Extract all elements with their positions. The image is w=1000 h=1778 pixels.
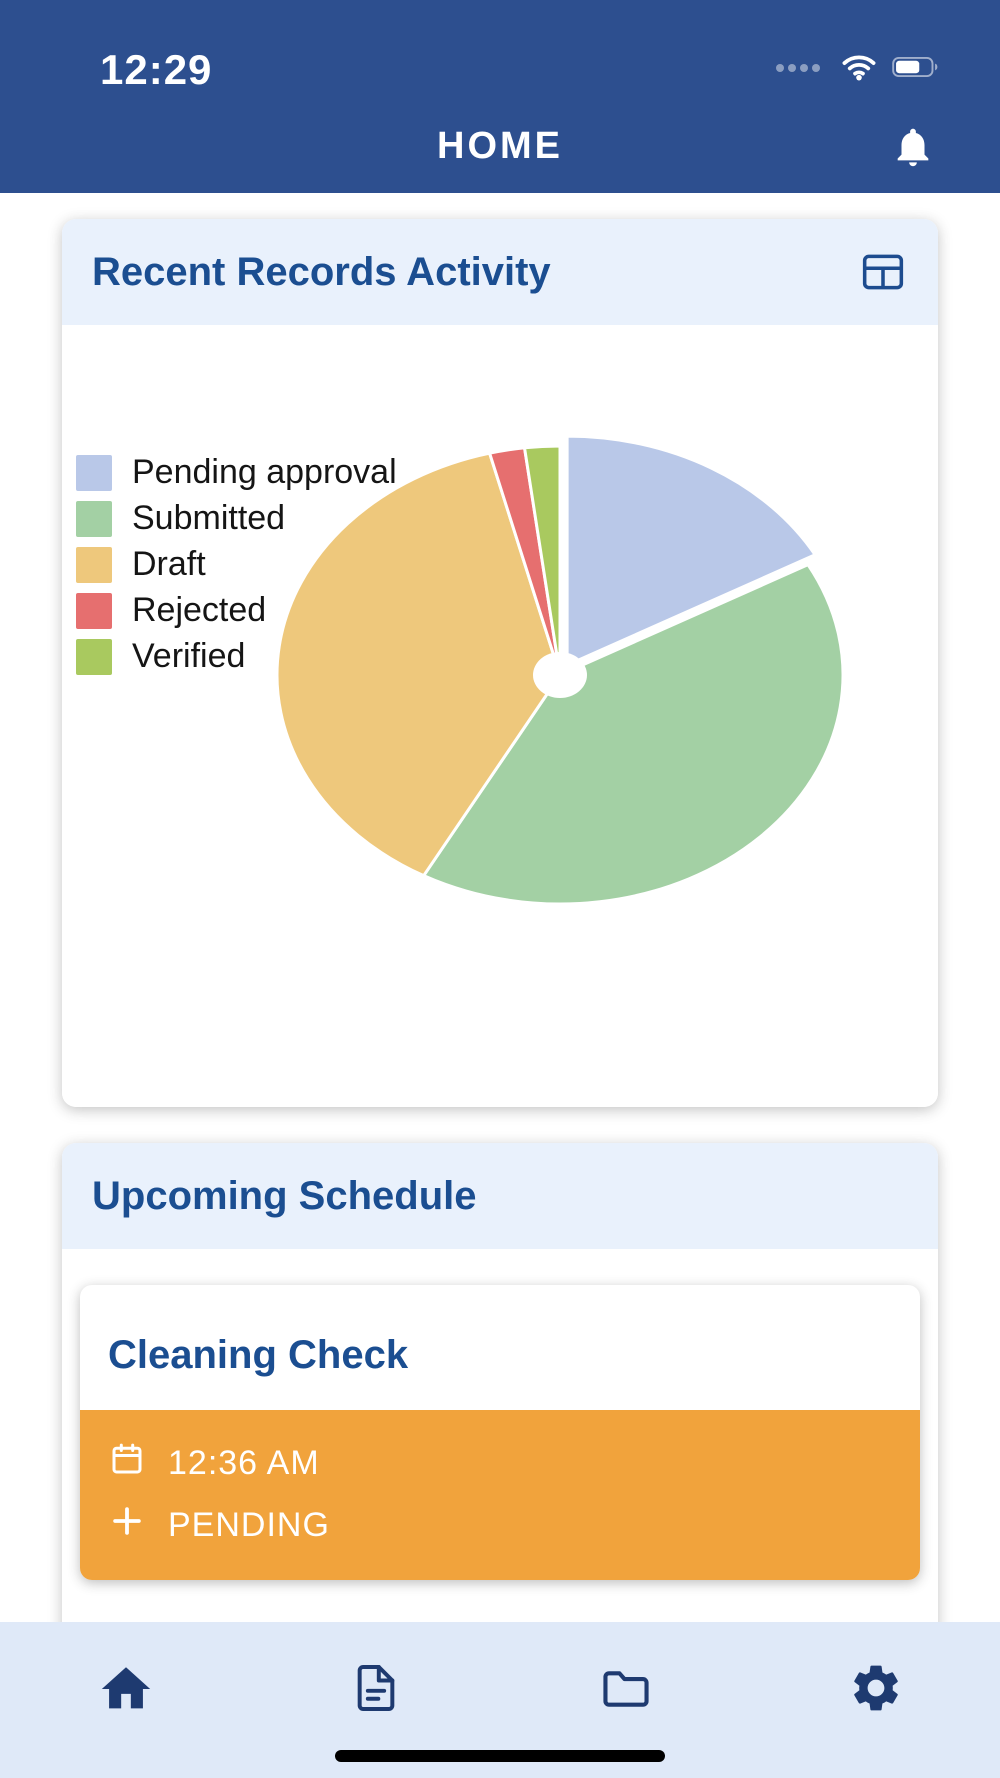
pie-slice-submitted[interactable] <box>421 562 845 906</box>
bell-icon <box>890 128 936 173</box>
page-title: HOME <box>437 125 563 167</box>
recent-records-card: Recent Records Activity Pending approval… <box>62 219 938 1107</box>
tab-files[interactable] <box>597 1660 655 1718</box>
nav-bar: HOME <box>0 100 1000 193</box>
wifi-icon <box>840 53 878 86</box>
pie-chart-area: Pending approval Submitted Draft Rejected Ve… <box>62 434 938 1107</box>
legend-item[interactable]: Submitted <box>76 499 397 538</box>
schedule-item[interactable]: Cleaning Check 12:36 AM <box>80 1285 920 1580</box>
legend-label: Draft <box>132 545 206 583</box>
tab-settings[interactable] <box>848 1660 904 1716</box>
gear-icon <box>848 1665 904 1719</box>
status-time: 12:29 <box>100 46 213 93</box>
tab-records[interactable] <box>348 1660 404 1716</box>
battery-icon <box>892 55 942 84</box>
legend-swatch <box>76 546 112 583</box>
legend-label: Rejected <box>132 591 267 629</box>
cellular-signal-dots-icon <box>774 61 826 79</box>
pie-slice-draft[interactable] <box>275 451 562 878</box>
schedule-status-badge: PENDING <box>168 1505 330 1544</box>
pie-slice-verified[interactable] <box>522 444 562 676</box>
calendar-icon <box>108 1440 146 1487</box>
legend-swatch <box>76 454 112 491</box>
legend-swatch <box>76 500 112 537</box>
legend-item[interactable]: Draft <box>76 545 397 584</box>
recent-records-card-header: Recent Records Activity <box>62 219 938 325</box>
table-grid-icon <box>858 254 908 300</box>
status-icons <box>774 53 942 94</box>
folder-icon <box>597 1671 655 1721</box>
tab-home[interactable] <box>97 1660 155 1718</box>
doughnut-hole <box>533 652 587 698</box>
legend-item[interactable]: Verified <box>76 637 397 676</box>
notifications-button[interactable] <box>890 124 936 170</box>
pie-slice-pending-approval[interactable] <box>565 434 818 668</box>
schedule-item-details: 12:36 AM PENDING <box>80 1410 920 1580</box>
main-content: Recent Records Activity Pending approval… <box>0 193 1000 1778</box>
legend-item[interactable]: Pending approval <box>76 453 397 492</box>
pie-chart-wrap <box>260 434 860 915</box>
upcoming-schedule-card-header: Upcoming Schedule <box>62 1143 938 1249</box>
table-view-button[interactable] <box>858 247 908 297</box>
plus-icon <box>108 1502 146 1549</box>
document-icon <box>348 1665 404 1719</box>
chart-legend: Pending approval Submitted Draft Rejected Ve… <box>76 453 397 683</box>
legend-swatch <box>76 638 112 675</box>
schedule-time: 12:36 AM <box>168 1443 320 1482</box>
schedule-status-row: PENDING <box>108 1494 892 1556</box>
legend-swatch <box>76 592 112 629</box>
recent-records-title: Recent Records Activity <box>92 249 551 294</box>
legend-label: Submitted <box>132 499 286 537</box>
home-indicator[interactable] <box>335 1750 665 1762</box>
status-bar: 12:29 <box>0 0 1000 100</box>
home-icon <box>97 1667 155 1721</box>
legend-item[interactable]: Rejected <box>76 591 397 630</box>
legend-label: Verified <box>132 637 246 675</box>
schedule-item-title: Cleaning Check <box>108 1333 409 1377</box>
legend-label: Pending approval <box>132 453 397 491</box>
pie-chart[interactable] <box>260 434 860 915</box>
schedule-time-row: 12:36 AM <box>108 1432 892 1494</box>
upcoming-schedule-card: Upcoming Schedule Cleaning Check <box>62 1143 938 1727</box>
app-header: 12:29 <box>0 0 1000 193</box>
upcoming-schedule-title: Upcoming Schedule <box>92 1173 477 1218</box>
